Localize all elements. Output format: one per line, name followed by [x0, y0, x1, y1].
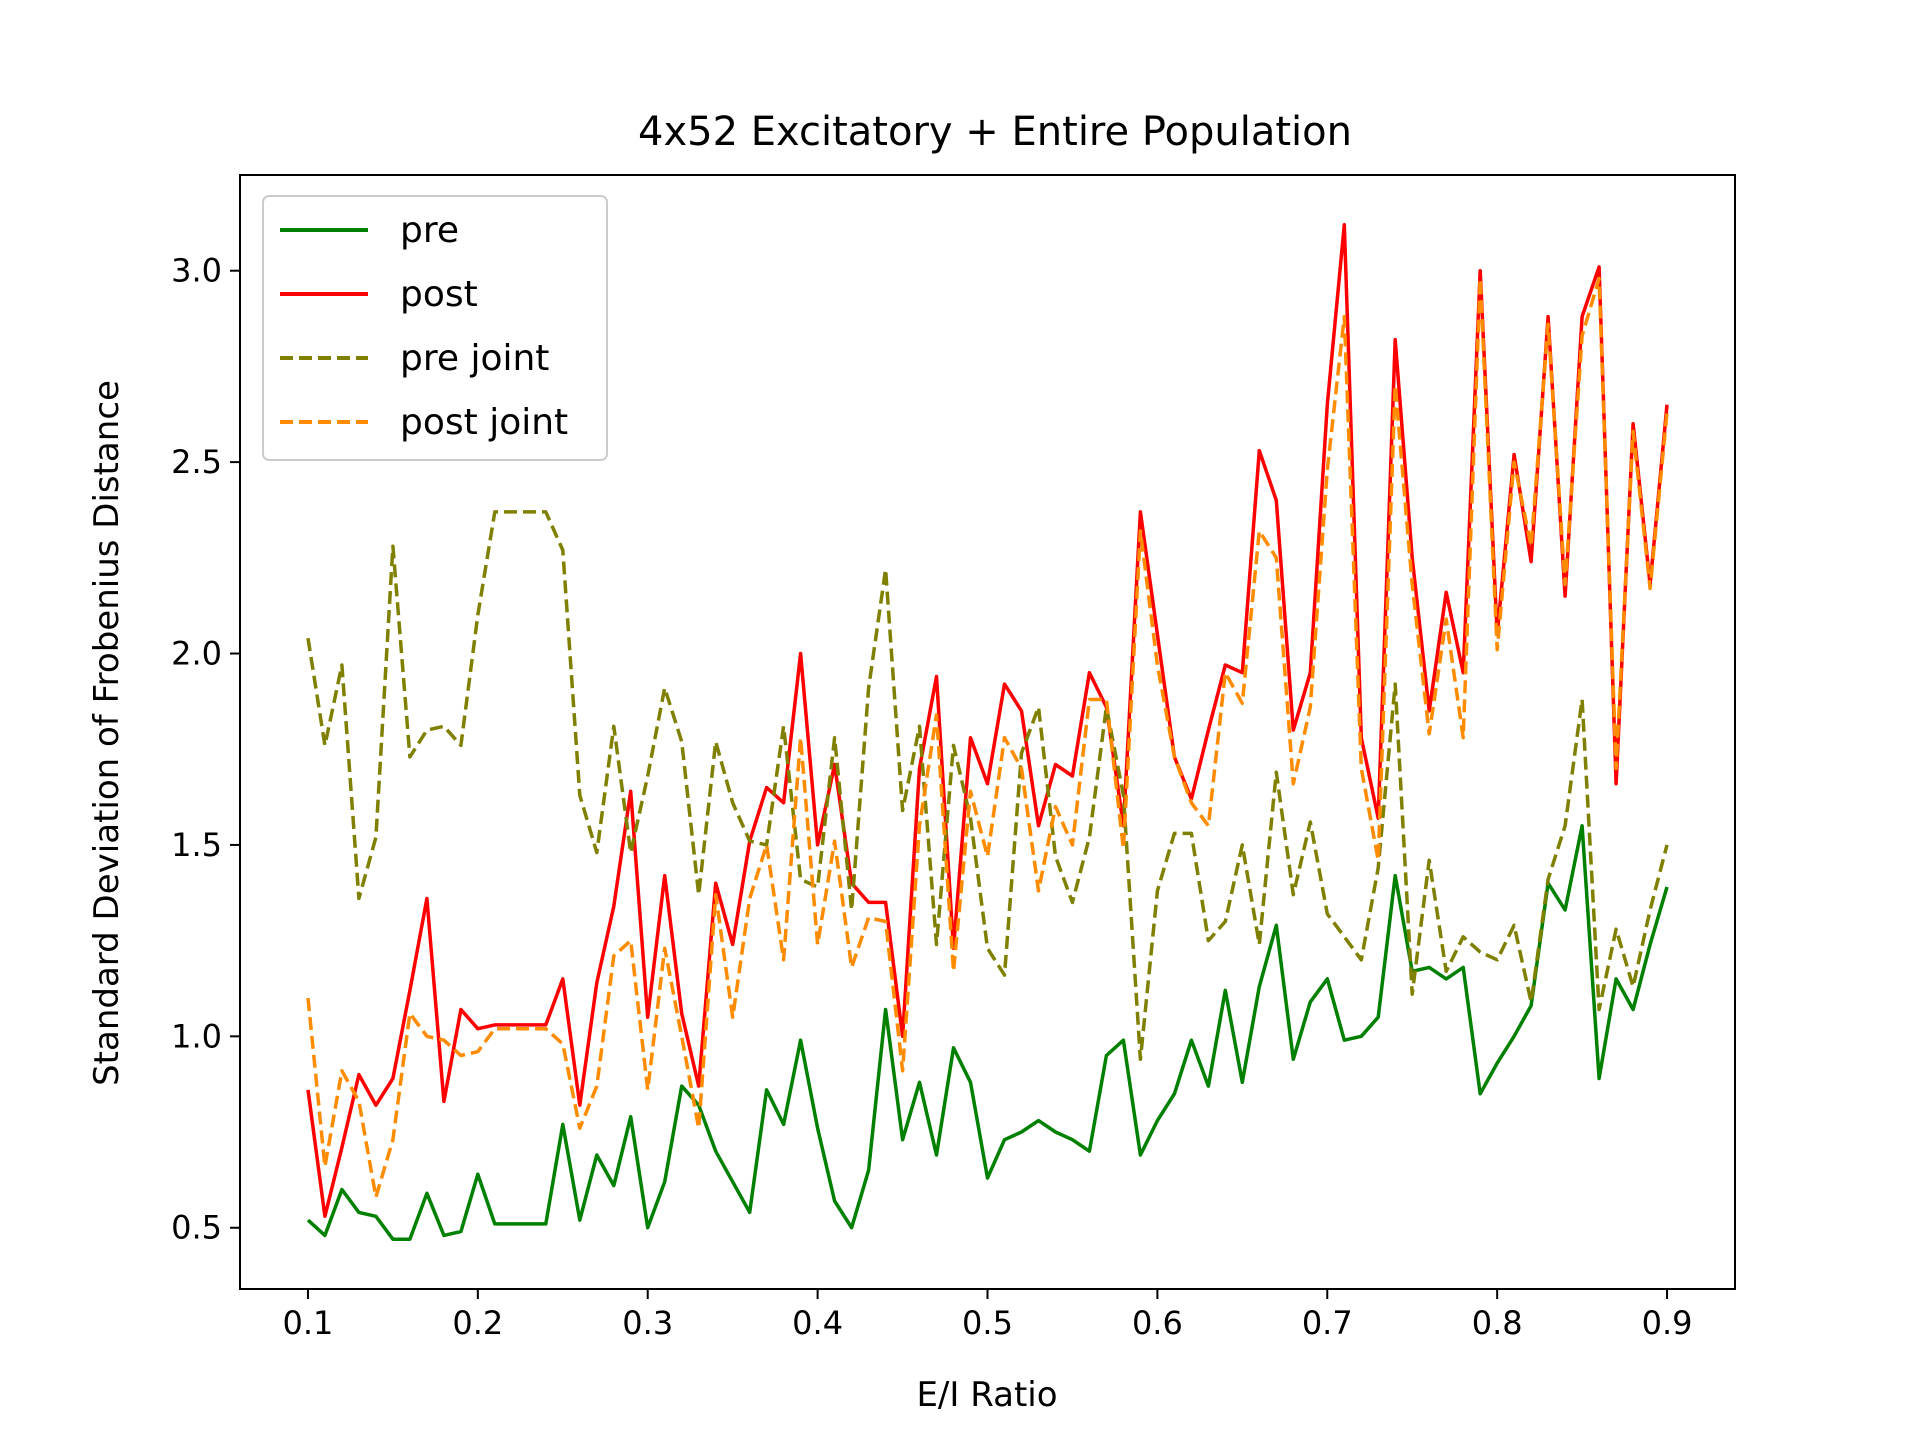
- series-line-post-joint: [306, 276, 1669, 1199]
- legend: pre post pre joint post joint: [262, 195, 608, 461]
- legend-label-pre-joint: pre joint: [400, 338, 549, 379]
- x-tick-label: 0.5: [962, 1304, 1013, 1342]
- x-tick-label: 0.3: [622, 1304, 673, 1342]
- y-tick-label: 1.0: [171, 1017, 222, 1055]
- x-tick-label: 0.6: [1132, 1304, 1183, 1342]
- x-tick-label: 0.2: [452, 1304, 503, 1342]
- x-tick-label: 0.7: [1302, 1304, 1353, 1342]
- y-axis-label: Standard Deviation of Frobenius Distance: [87, 380, 127, 1086]
- y-axis: 0.5 1.0 1.5 2.0 2.5 3.0: [171, 252, 240, 1247]
- x-tick-label: 0.4: [792, 1304, 843, 1342]
- legend-label-pre: pre: [400, 210, 459, 251]
- x-axis: 0.1 0.2 0.3 0.4 0.5 0.6 0.7 0.8 0.9: [283, 1289, 1693, 1342]
- y-tick-label: 1.5: [171, 826, 222, 864]
- series-line-pre: [306, 824, 1669, 1241]
- y-tick-label: 0.5: [171, 1209, 222, 1247]
- x-tick-label: 0.9: [1642, 1304, 1693, 1342]
- x-tick-label: 0.8: [1472, 1304, 1523, 1342]
- y-tick-label: 2.5: [171, 443, 222, 481]
- y-tick-label: 3.0: [171, 252, 222, 290]
- x-axis-label: E/I Ratio: [916, 1375, 1057, 1415]
- legend-box: [262, 195, 608, 461]
- legend-label-post-joint: post joint: [400, 402, 568, 443]
- chart-title: 4x52 Excitatory + Entire Population: [638, 109, 1352, 155]
- plot-lines: [306, 223, 1669, 1241]
- series-line-pre-joint: [306, 510, 1669, 1062]
- y-tick-label: 2.0: [171, 635, 222, 673]
- series-line-post: [306, 223, 1669, 1219]
- legend-label-post: post: [400, 274, 478, 315]
- x-tick-label: 0.1: [283, 1304, 334, 1342]
